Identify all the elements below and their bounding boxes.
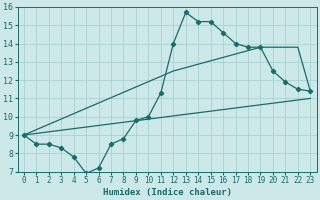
X-axis label: Humidex (Indice chaleur): Humidex (Indice chaleur)	[103, 188, 232, 197]
